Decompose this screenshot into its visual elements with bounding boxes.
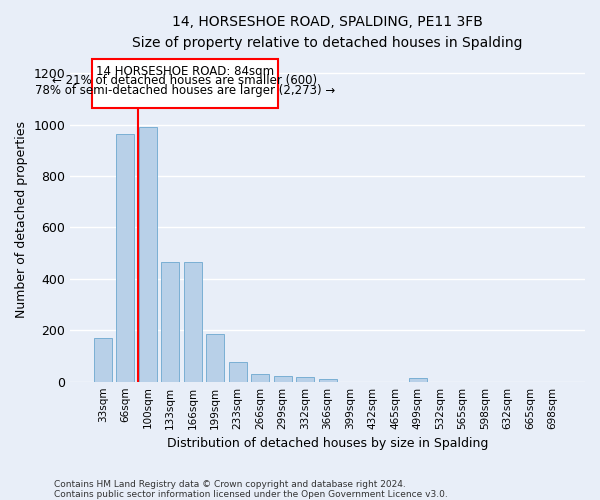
Bar	[251, 374, 269, 382]
Text: Contains HM Land Registry data © Crown copyright and database right 2024.: Contains HM Land Registry data © Crown c…	[54, 480, 406, 489]
Y-axis label: Number of detached properties: Number of detached properties	[15, 121, 28, 318]
Bar	[206, 334, 224, 382]
Bar	[184, 262, 202, 382]
Bar	[116, 134, 134, 382]
Bar	[319, 378, 337, 382]
Bar	[296, 377, 314, 382]
Bar	[229, 362, 247, 382]
Text: 14 HORSESHOE ROAD: 84sqm: 14 HORSESHOE ROAD: 84sqm	[96, 66, 274, 78]
Text: 78% of semi-detached houses are larger (2,273) →: 78% of semi-detached houses are larger (…	[35, 84, 335, 97]
Title: 14, HORSESHOE ROAD, SPALDING, PE11 3FB
Size of property relative to detached hou: 14, HORSESHOE ROAD, SPALDING, PE11 3FB S…	[133, 15, 523, 50]
Bar	[139, 127, 157, 382]
Bar	[409, 378, 427, 382]
Bar	[94, 338, 112, 382]
X-axis label: Distribution of detached houses by size in Spalding: Distribution of detached houses by size …	[167, 437, 488, 450]
Text: Contains public sector information licensed under the Open Government Licence v3: Contains public sector information licen…	[54, 490, 448, 499]
Bar	[274, 376, 292, 382]
Text: ← 21% of detached houses are smaller (600): ← 21% of detached houses are smaller (60…	[52, 74, 317, 88]
FancyBboxPatch shape	[92, 59, 278, 108]
Bar	[161, 262, 179, 382]
